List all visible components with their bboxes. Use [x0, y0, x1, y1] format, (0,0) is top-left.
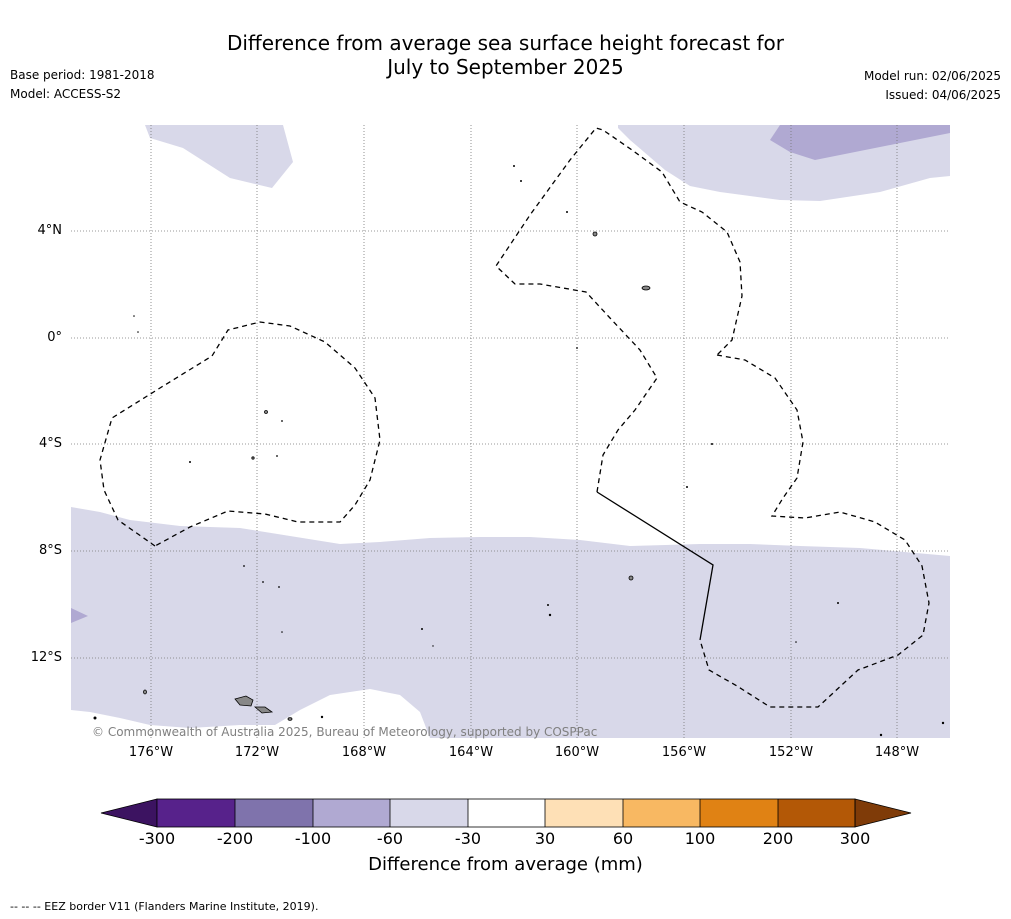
atoll — [281, 631, 283, 633]
island-tabuaeran — [592, 231, 598, 237]
model-name: Model: ACCESS-S2 — [10, 87, 122, 101]
chart-title: Difference from average sea surface heig… — [0, 31, 1011, 79]
colorbar-bin — [700, 799, 778, 827]
anomaly-region-northeast-strong — [770, 125, 950, 160]
lon-tick-152w: 152°W — [768, 745, 814, 760]
lon-tick-148w: 148°W — [874, 745, 920, 760]
atoll — [262, 581, 264, 583]
lat-tick-12s: 12°S — [30, 650, 62, 665]
anomaly-region-south — [71, 507, 950, 738]
island-upolu — [253, 706, 274, 714]
atoll — [320, 715, 324, 719]
atoll — [547, 604, 549, 606]
lon-tick-160w: 160°W — [554, 745, 600, 760]
colorbar-tick: 30 — [534, 829, 556, 848]
copyright-notice: © Commonwealth of Australia 2025, Bureau… — [92, 725, 598, 739]
lon-tick-176w: 176°W — [128, 745, 174, 760]
colorbar-tick: 60 — [612, 829, 634, 848]
island-wallis — [143, 689, 147, 695]
atoll — [686, 486, 688, 488]
colorbar-tick: -100 — [294, 829, 332, 848]
colorbar-bin — [313, 799, 390, 827]
colorbar-bin — [468, 799, 545, 827]
colorbar-tick: -60 — [376, 829, 404, 848]
atolls — [93, 165, 945, 737]
island-kiritimati — [641, 285, 651, 291]
eez-borders — [99, 127, 930, 708]
lat-tick-8s: 8°S — [38, 543, 62, 558]
colorbar-tick: 300 — [839, 829, 871, 848]
atoll — [243, 565, 245, 567]
eez-border-east — [699, 354, 930, 708]
atoll — [576, 347, 578, 349]
colorbar-bin — [157, 799, 235, 827]
island-penrhyn — [628, 575, 634, 581]
colorbar-bin — [623, 799, 700, 827]
colorbar-tick: -200 — [216, 829, 254, 848]
atoll — [837, 602, 839, 604]
lon-tick-156w: 156°W — [661, 745, 707, 760]
colorbar-tick: 200 — [762, 829, 794, 848]
atoll — [137, 331, 139, 333]
colorbar-bin — [778, 799, 855, 827]
island-tutuila — [287, 717, 293, 721]
issued-date: Issued: 04/06/2025 — [885, 88, 1001, 102]
atoll — [941, 721, 945, 725]
atoll — [281, 420, 283, 422]
lon-tick-172w: 172°W — [234, 745, 280, 760]
atoll — [548, 613, 552, 617]
map-area — [71, 125, 950, 738]
atoll — [566, 211, 568, 213]
colorbar-bin — [390, 799, 468, 827]
lat-tick-4n: 4°N — [37, 223, 63, 238]
meta-left: Base period: 1981-2018 Model: ACCESS-S2 — [10, 66, 155, 104]
lat-tick-4s: 4°S — [38, 436, 62, 451]
atoll — [520, 180, 522, 182]
atoll — [189, 461, 191, 463]
eez-border-west — [99, 321, 381, 547]
island-phoenix-2 — [251, 456, 255, 460]
islands — [143, 231, 651, 721]
eez-footnote: -- -- -- EEZ border V11 (Flanders Marine… — [10, 900, 319, 913]
atoll — [711, 443, 713, 445]
gridlines — [71, 125, 950, 738]
atoll — [421, 628, 423, 630]
eez-border-north — [495, 127, 743, 493]
colorbar-tick: 100 — [684, 829, 716, 848]
atoll — [795, 641, 797, 643]
title-line-2: July to September 2025 — [387, 55, 624, 79]
maritime-boundary-solid — [596, 491, 714, 641]
island-savaii — [234, 695, 254, 707]
lon-tick-168w: 168°W — [341, 745, 387, 760]
lon-tick-164w: 164°W — [448, 745, 494, 760]
island-phoenix-1 — [264, 410, 268, 414]
anomaly-region-northwest — [145, 125, 293, 188]
colorbar-tick: -300 — [138, 829, 176, 848]
colorbar-extend-low — [100, 798, 158, 828]
atoll — [276, 455, 278, 457]
anomaly-region-west-strong — [71, 608, 88, 623]
colorbar — [100, 798, 912, 828]
model-run: Model run: 02/06/2025 — [863, 69, 1001, 83]
base-period: Base period: 1981-2018 — [10, 68, 155, 82]
meta-right: Model run: 02/06/2025 Issued: 04/06/2025 — [864, 67, 1001, 105]
colorbar-tick: -30 — [454, 829, 482, 848]
atoll — [879, 733, 883, 737]
colorbar-bin — [235, 799, 313, 827]
atoll — [513, 165, 515, 167]
atoll — [93, 716, 97, 720]
colorbar-bin — [545, 799, 623, 827]
atoll — [278, 586, 280, 588]
colorbar-extend-high — [854, 798, 912, 828]
atoll — [432, 645, 434, 647]
atoll — [133, 315, 135, 317]
lat-tick-0: 0° — [47, 330, 62, 345]
title-line-1: Difference from average sea surface heig… — [226, 31, 785, 55]
colorbar-title: Difference from average (mm) — [368, 854, 643, 875]
